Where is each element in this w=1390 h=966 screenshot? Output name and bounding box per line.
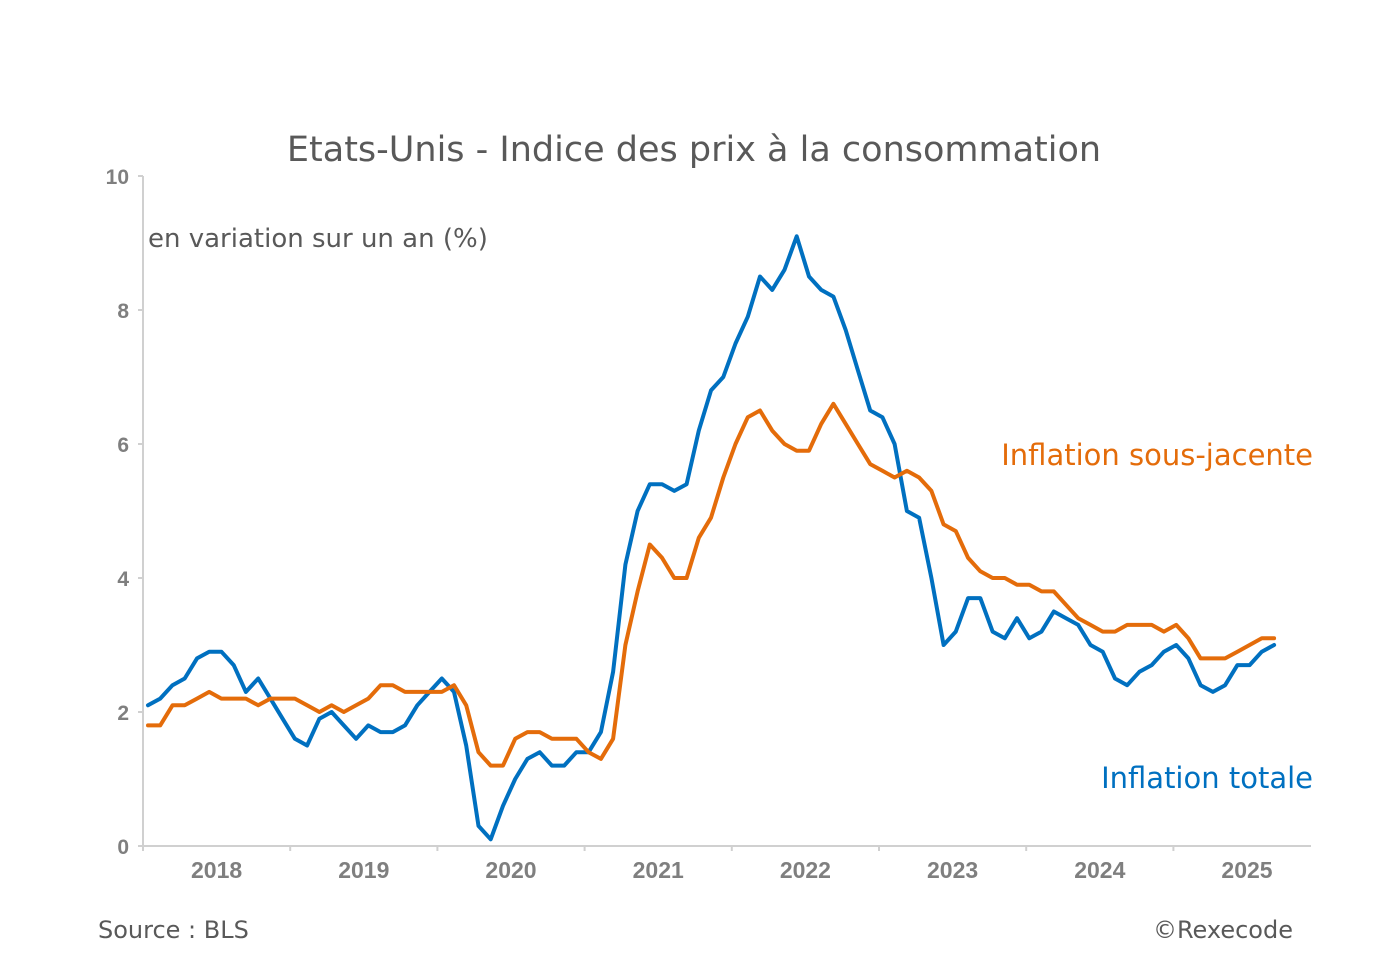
series-line-headline-inflation (146, 234, 1277, 842)
y-tick-label: 2 (117, 702, 129, 725)
y-ticks: 0 2 4 6 8 10 (106, 166, 143, 859)
y-tick-label: 6 (117, 434, 129, 457)
chart-subtitle: en variation sur un an (%) (148, 224, 488, 254)
series-lines (146, 234, 1277, 842)
legend-headline-inflation: Inflation totale (1101, 761, 1313, 795)
legend-core-inflation: Inflation sous-jacente (1001, 438, 1313, 472)
series-line-core-inflation (146, 401, 1277, 768)
x-tick-label: 2019 (338, 857, 389, 883)
x-tick-label: 2018 (191, 857, 242, 883)
y-tick-label: 4 (117, 568, 129, 591)
x-tick-label: 2020 (485, 857, 536, 883)
x-tick-label: 2024 (1074, 857, 1125, 883)
chart-title: Etats-Unis - Indice des prix à la consom… (287, 130, 1101, 170)
y-tick-label: 0 (117, 836, 129, 859)
y-tick-label: 10 (106, 166, 129, 189)
x-tick-label: 2021 (633, 857, 684, 883)
x-tick-label: 2022 (780, 857, 831, 883)
x-tick-label: 2025 (1221, 857, 1272, 883)
y-tick-label: 8 (117, 300, 129, 323)
axes (142, 176, 1311, 847)
source-note: Source : BLS (98, 916, 249, 944)
x-ticks: 2018 2019 2020 2021 2022 2023 2024 2025 (142, 846, 1273, 883)
copyright-note: ©Rexecode (1153, 916, 1293, 944)
x-tick-label: 2023 (927, 857, 978, 883)
